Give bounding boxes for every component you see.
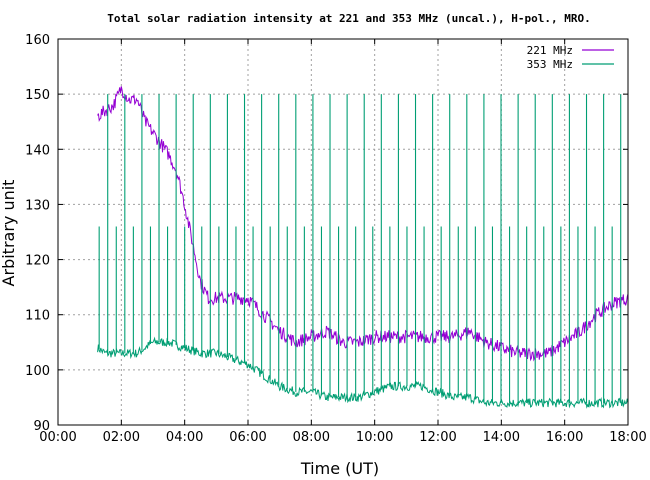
series-line <box>97 86 629 362</box>
series-221-mhz <box>97 86 629 362</box>
y-tick-label: 110 <box>25 309 50 324</box>
y-tick-label: 100 <box>25 364 50 379</box>
chart-title: Total solar radiation intensity at 221 a… <box>107 12 590 25</box>
x-tick-label: 18:00 <box>609 430 646 445</box>
legend-label-353: 353 MHz <box>527 58 573 71</box>
axis-ticks: 00:00 02:00 04:00 06:00 08:00 10:00 12:00 14:00… <box>25 33 647 445</box>
series-line <box>97 336 629 409</box>
y-tick-label: 90 <box>33 419 50 434</box>
x-tick-label: 00:00 <box>39 430 76 445</box>
y-tick-label: 120 <box>25 254 50 269</box>
series-353-mhz <box>97 94 629 409</box>
x-tick-label: 08:00 <box>293 430 330 445</box>
x-tick-label: 06:00 <box>229 430 266 445</box>
y-tick-label: 150 <box>25 88 50 103</box>
plot-frame <box>57 38 629 426</box>
x-tick-label: 14:00 <box>483 430 520 445</box>
x-tick-label: 04:00 <box>166 430 203 445</box>
x-tick-label: 10:00 <box>356 430 393 445</box>
x-axis-label: Time (UT) <box>300 459 379 478</box>
x-tick-label: 02:00 <box>103 430 140 445</box>
x-tick-label: 16:00 <box>546 430 583 445</box>
y-tick-label: 130 <box>25 198 50 213</box>
x-tick-label: 12:00 <box>419 430 456 445</box>
legend-label-221: 221 MHz <box>527 44 573 57</box>
y-tick-label: 160 <box>25 33 50 48</box>
y-tick-label: 140 <box>25 143 50 158</box>
y-axis-label: Arbitrary unit <box>0 180 18 287</box>
legend: 221 MHz 353 MHz <box>527 44 614 71</box>
